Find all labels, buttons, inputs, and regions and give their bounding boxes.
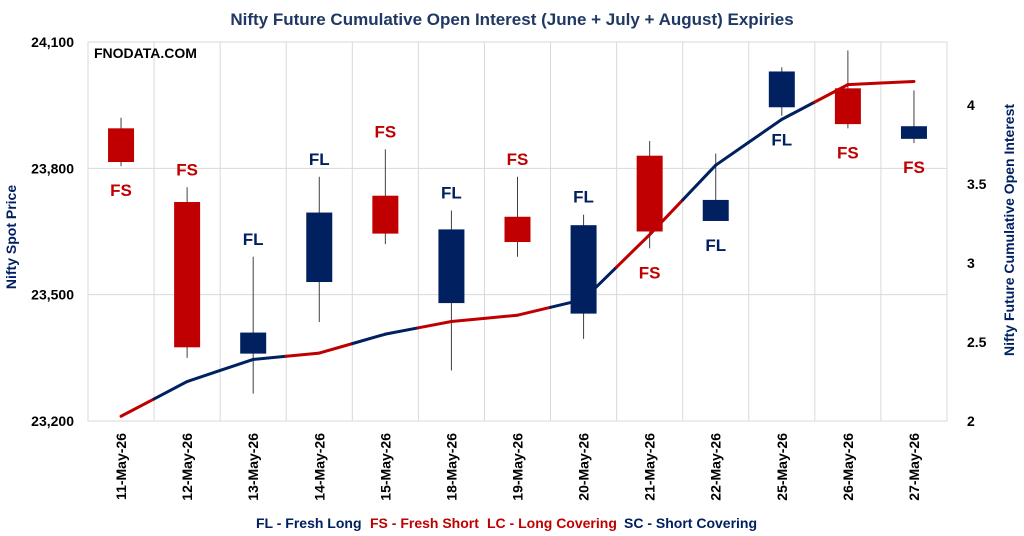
candle-body (768, 71, 795, 108)
oi-line-segment (185, 368, 222, 384)
x-axis: 11-May-26 12-May-26 13-May-26 14-May-26 15-M… (113, 433, 922, 501)
candle-label: FS (176, 160, 198, 179)
candle-body (636, 155, 663, 232)
oi-line-segment (879, 79, 916, 85)
x-tick-label: 26-May-26 (840, 433, 856, 501)
oi-line-segment (648, 198, 685, 237)
oi-line-segment (780, 100, 817, 121)
candle-label: FL (573, 188, 594, 207)
x-tick-label: 11-May-26 (113, 433, 129, 500)
grid (88, 41, 947, 422)
legend-item: LC - Long Covering (487, 515, 617, 531)
candle-body (438, 229, 465, 304)
y2-axis-title: Nifty Future Cumulative Open Interest (1001, 104, 1017, 356)
x-tick-label: 18-May-26 (443, 433, 459, 501)
y-axis: 23,200 23,500 23,800 24,100 (31, 34, 74, 429)
candle-body (108, 128, 135, 163)
candle-label: FL (309, 150, 330, 169)
y-tick-label: 23,800 (31, 160, 74, 176)
watermark: FNODATA.COM (94, 45, 197, 61)
candle-body (834, 88, 861, 125)
y-tick-label: 24,100 (31, 34, 74, 50)
oi-line-segment (714, 140, 751, 167)
x-tick-label: 21-May-26 (642, 433, 658, 501)
oi-line-segment (218, 357, 255, 372)
candle-label: FS (903, 158, 925, 177)
x-tick-label: 15-May-26 (377, 433, 393, 501)
candle-label: FL (243, 230, 264, 249)
legend-item: FL - Fresh Long (256, 515, 362, 531)
y2-tick-label: 3 (967, 255, 975, 271)
legend: FL - Fresh Long FS - Fresh Short LC - Long… (256, 515, 757, 531)
y2-tick-label: 4 (967, 97, 975, 113)
candle-label: FS (110, 181, 132, 200)
y2-tick-label: 2.5 (967, 334, 987, 350)
oi-line-segment (284, 351, 321, 358)
candle-body (174, 202, 201, 348)
legend-item: FS - Fresh Short (370, 515, 479, 531)
x-tick-label: 19-May-26 (510, 433, 526, 501)
oi-line-segment (747, 117, 784, 144)
oi-line-segment (516, 305, 553, 317)
x-tick-label: 12-May-26 (179, 433, 195, 501)
candles (108, 50, 927, 394)
candle-body (372, 195, 399, 234)
oi-line-segment (449, 316, 486, 324)
candle-body (900, 126, 927, 139)
candle-body (702, 199, 729, 221)
x-tick-label: 20-May-26 (576, 433, 592, 501)
oi-line-segment (251, 354, 288, 361)
oi-line-segment (482, 313, 519, 320)
x-tick-label: 25-May-26 (774, 433, 790, 501)
oi-line-segment (416, 320, 453, 330)
oi-line-segment (846, 81, 883, 87)
oi-line-segment (350, 332, 387, 346)
oi-line-segment (615, 233, 652, 269)
candle-label: FS (639, 263, 661, 282)
oi-line-segment (582, 265, 619, 301)
oi-line-segment (317, 342, 354, 355)
oi-line-segment (119, 397, 156, 418)
oi-line-segment (681, 163, 718, 202)
y-axis-title: Nifty Spot Price (3, 185, 19, 289)
candle-label: FS (507, 150, 529, 169)
legend-item: SC - Short Covering (624, 515, 757, 531)
oi-line (119, 79, 916, 418)
candle-body (504, 216, 531, 243)
y-tick-label: 23,200 (31, 413, 74, 429)
y2-tick-label: 2 (967, 413, 975, 429)
candle-body (240, 332, 267, 354)
oi-line-segment (549, 297, 586, 309)
x-tick-label: 14-May-26 (311, 433, 327, 501)
y2-axis: 2 2.5 3 3.5 4 (967, 97, 987, 429)
y2-tick-label: 3.5 (967, 176, 987, 192)
candle-label: FL (441, 183, 462, 202)
oi-line-segment (383, 326, 420, 336)
candle-label: FL (705, 236, 726, 255)
chart-title: Nifty Future Cumulative Open Interest (J… (230, 10, 793, 29)
candle-labels: FS FS FL FL FS FL FS FL FS FL FL FS FS (110, 122, 925, 282)
y-tick-label: 23,500 (31, 287, 74, 303)
oi-line-segment (813, 83, 850, 104)
x-tick-label: 22-May-26 (708, 433, 724, 501)
x-tick-label: 13-May-26 (245, 433, 261, 501)
x-tick-label: 27-May-26 (906, 433, 922, 501)
oi-line-segment (152, 380, 189, 401)
candle-label: FL (771, 131, 792, 150)
candle-label: FS (837, 143, 859, 162)
candle-body (306, 212, 333, 283)
candle-label: FS (374, 122, 396, 141)
